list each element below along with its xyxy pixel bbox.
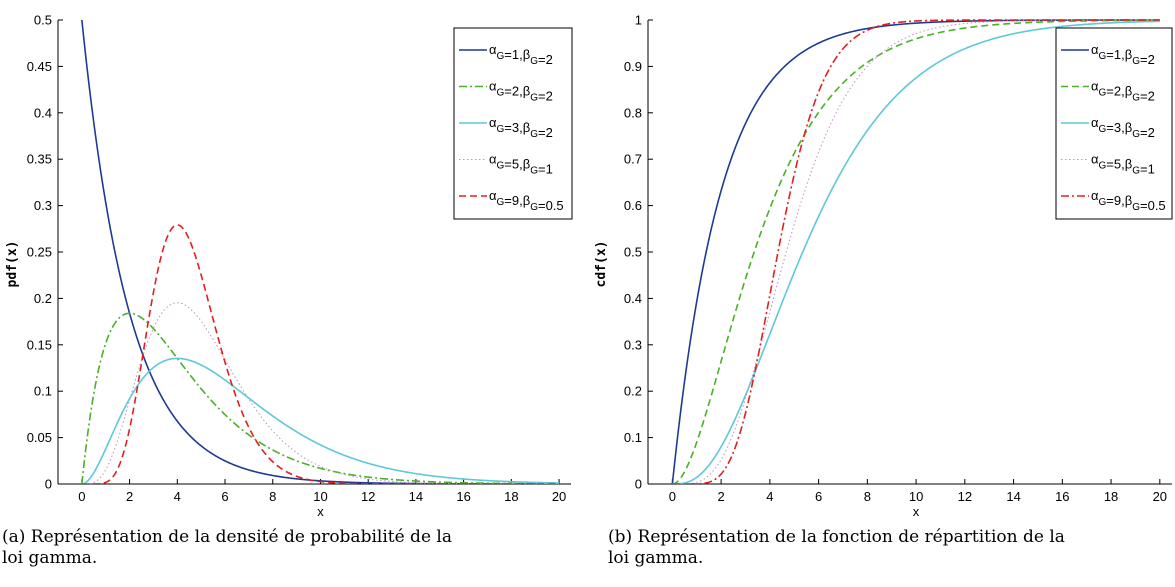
x-tick-label: 18 bbox=[1104, 489, 1118, 504]
y-tick-label: 0.2 bbox=[34, 291, 52, 306]
y-tick-label: 0.35 bbox=[27, 152, 52, 167]
x-tick-label: 14 bbox=[1006, 489, 1020, 504]
chart-panel-a: 0 2 4 6 8 10 12 14 16 18 20 0 0.05 0.1 0.15 0.2 0.25 0.3 0… bbox=[5, 13, 573, 519]
legend: αG=1,βG=2 αG=2,βG=2 αG=3,βG=2 αG=5,βG=1 αG=9… bbox=[453, 27, 573, 220]
legend-entry-5: αG=9,βG=0.5 bbox=[1091, 188, 1166, 213]
x-tick-label: 16 bbox=[1055, 489, 1069, 504]
x-tick-label: 4 bbox=[174, 489, 181, 504]
x-tick-label: 10 bbox=[313, 489, 327, 504]
x-tick-label: 2 bbox=[126, 489, 133, 504]
x-tick-label: 6 bbox=[221, 489, 228, 504]
x-tick-label: 0 bbox=[78, 489, 85, 504]
y-tick-label: 0.7 bbox=[624, 152, 642, 167]
y-tick-label: 0.45 bbox=[27, 59, 52, 74]
y-tick-label: 0 bbox=[45, 477, 52, 492]
series-line-4 bbox=[672, 19, 1160, 484]
y-axis-label: cdf(x) bbox=[594, 241, 609, 288]
y-tick-label: 0.8 bbox=[624, 105, 642, 120]
y-tick-label: 0.1 bbox=[624, 430, 642, 445]
x-tick-label: 0 bbox=[669, 489, 676, 504]
legend-entry-4: αG=5,βG=1 bbox=[489, 152, 553, 177]
caption-a-line1: (a) Représentation de la densité de prob… bbox=[2, 527, 452, 547]
x-tick-label: 4 bbox=[766, 489, 773, 504]
x-tick-label: 8 bbox=[864, 489, 871, 504]
caption-b: (b) Représentation de la fonction de rép… bbox=[608, 527, 1175, 569]
caption-b-line1: (b) Représentation de la fonction de rép… bbox=[608, 527, 1065, 547]
legend-entry-2: αG=2,βG=2 bbox=[1091, 79, 1155, 104]
y-tick-label: 0.25 bbox=[27, 245, 52, 260]
x-tick-label: 8 bbox=[269, 489, 276, 504]
series-line-3 bbox=[81, 357, 560, 484]
legend-entry-3: αG=3,βG=2 bbox=[1091, 115, 1155, 140]
y-tick-label: 0.4 bbox=[34, 105, 52, 120]
series-line-5 bbox=[672, 19, 1160, 484]
series-line-5 bbox=[81, 224, 560, 484]
legend-entry-3: αG=3,βG=2 bbox=[489, 115, 553, 140]
x-tick-label: 18 bbox=[504, 489, 518, 504]
y-tick-label: 0.1 bbox=[34, 384, 52, 399]
x-tick-label: 20 bbox=[552, 489, 566, 504]
caption-b-line2: loi gamma. bbox=[608, 548, 704, 568]
x-tick-label: 6 bbox=[815, 489, 822, 504]
caption-a-line2: loi gamma. bbox=[2, 548, 98, 568]
x-tick-label: 12 bbox=[958, 489, 972, 504]
y-tick-label: 0.3 bbox=[624, 337, 642, 352]
x-tick-label: 10 bbox=[909, 489, 923, 504]
y-tick-label: 0.6 bbox=[624, 198, 642, 213]
y-tick-label: 0.4 bbox=[624, 291, 642, 306]
y-tick-label: 0.3 bbox=[34, 198, 52, 213]
y-axis-label: pdf(x) bbox=[5, 241, 20, 288]
y-tick-label: 0.5 bbox=[624, 245, 642, 260]
y-tick-label: 0.5 bbox=[34, 13, 52, 28]
series-line-4 bbox=[81, 302, 560, 484]
legend: αG=1,βG=2 αG=2,βG=2 αG=3,βG=2 αG=5,βG=1 αG=9… bbox=[1055, 27, 1173, 220]
y-tick-label: 0.15 bbox=[27, 337, 52, 352]
legend-entry-5: αG=9,βG=0.5 bbox=[489, 188, 564, 213]
chart-panel-b: 0 2 4 6 8 10 12 14 16 18 20 0 0.1 0.2 0.3 0.4 0.5 0.6 0.7 0… bbox=[594, 13, 1173, 519]
legend-entry-2: αG=2,βG=2 bbox=[489, 79, 553, 104]
y-tick-label: 0.2 bbox=[624, 384, 642, 399]
caption-a: (a) Représentation de la densité de prob… bbox=[2, 527, 576, 569]
legend-entry-4: αG=5,βG=1 bbox=[1091, 152, 1155, 177]
x-tick-label: 14 bbox=[409, 489, 423, 504]
x-axis-label: x bbox=[913, 504, 920, 519]
series-line-2 bbox=[672, 19, 1160, 484]
x-tick-label: 2 bbox=[717, 489, 724, 504]
y-tick-label: 0 bbox=[635, 477, 642, 492]
series-line-2 bbox=[81, 312, 560, 484]
x-tick-label: 12 bbox=[361, 489, 375, 504]
y-tick-label: 0.05 bbox=[27, 430, 52, 445]
legend-entry-1: αG=1,βG=2 bbox=[1091, 42, 1155, 67]
y-tick-label: 0.9 bbox=[624, 59, 642, 74]
x-axis-label: x bbox=[317, 504, 324, 519]
y-tick-label: 1 bbox=[635, 13, 642, 28]
x-tick-label: 16 bbox=[456, 489, 470, 504]
legend-entry-1: αG=1,βG=2 bbox=[489, 42, 553, 67]
x-tick-label: 20 bbox=[1153, 489, 1167, 504]
